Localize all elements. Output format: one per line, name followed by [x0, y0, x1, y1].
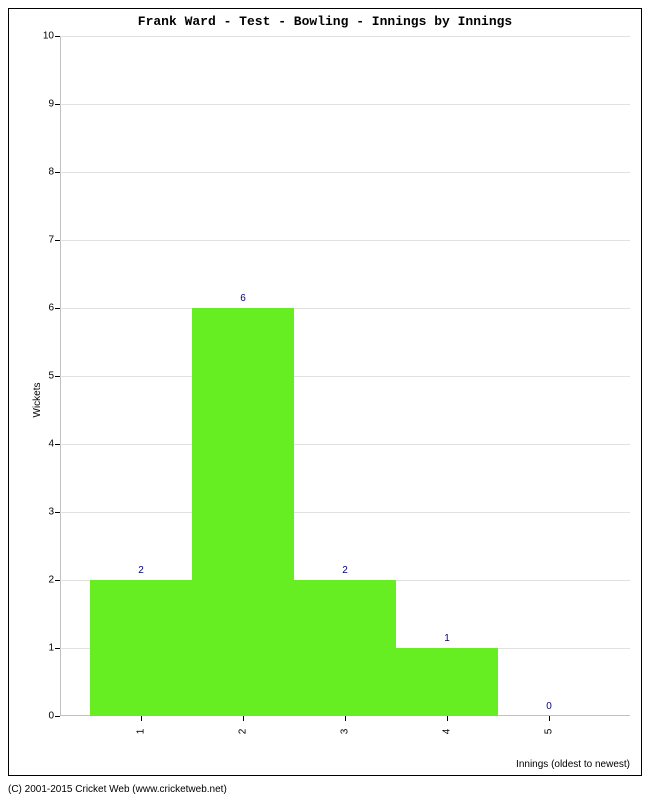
y-tick-label: 5	[48, 371, 54, 382]
y-tick-mark	[55, 580, 60, 581]
x-tick-mark	[345, 716, 346, 721]
y-tick-mark	[55, 444, 60, 445]
grid-line	[60, 512, 630, 513]
grid-line	[60, 104, 630, 105]
x-tick-label: 5	[544, 729, 555, 735]
chart-title: Frank Ward - Test - Bowling - Innings by…	[0, 14, 650, 29]
y-tick-mark	[55, 716, 60, 717]
bar-value-label: 6	[240, 293, 246, 304]
y-tick-label: 8	[48, 167, 54, 178]
y-tick-label: 10	[43, 31, 54, 42]
bar-value-label: 2	[342, 565, 348, 576]
bar-value-label: 1	[444, 633, 450, 644]
grid-line	[60, 240, 630, 241]
x-tick-mark	[141, 716, 142, 721]
bar	[294, 580, 396, 716]
grid-line	[60, 308, 630, 309]
y-tick-label: 3	[48, 507, 54, 518]
y-tick-mark	[55, 172, 60, 173]
copyright-text: (C) 2001-2015 Cricket Web (www.cricketwe…	[8, 784, 227, 795]
y-tick-label: 9	[48, 99, 54, 110]
y-tick-mark	[55, 512, 60, 513]
y-tick-label: 0	[48, 711, 54, 722]
y-tick-label: 7	[48, 235, 54, 246]
grid-line	[60, 36, 630, 37]
y-tick-mark	[55, 36, 60, 37]
y-tick-label: 6	[48, 303, 54, 314]
x-tick-label: 4	[442, 729, 453, 735]
grid-line	[60, 376, 630, 377]
y-tick-mark	[55, 104, 60, 105]
grid-line	[60, 444, 630, 445]
x-tick-mark	[549, 716, 550, 721]
y-tick-label: 2	[48, 575, 54, 586]
x-tick-label: 1	[136, 729, 147, 735]
y-tick-mark	[55, 240, 60, 241]
grid-line	[60, 172, 630, 173]
y-axis-title: Wickets	[32, 383, 43, 418]
y-tick-label: 1	[48, 643, 54, 654]
x-tick-label: 3	[340, 729, 351, 735]
x-tick-mark	[243, 716, 244, 721]
y-tick-mark	[55, 648, 60, 649]
bar-value-label: 2	[138, 565, 144, 576]
x-axis-title: Innings (oldest to newest)	[516, 759, 630, 770]
y-tick-label: 4	[48, 439, 54, 450]
plot-area: 0123456789102162231405	[60, 36, 630, 716]
x-tick-mark	[447, 716, 448, 721]
bar	[396, 648, 498, 716]
bar	[90, 580, 192, 716]
y-tick-mark	[55, 376, 60, 377]
bar	[192, 308, 294, 716]
y-tick-mark	[55, 308, 60, 309]
bar-value-label: 0	[546, 701, 552, 712]
x-tick-label: 2	[238, 729, 249, 735]
chart-container: Frank Ward - Test - Bowling - Innings by…	[0, 0, 650, 800]
